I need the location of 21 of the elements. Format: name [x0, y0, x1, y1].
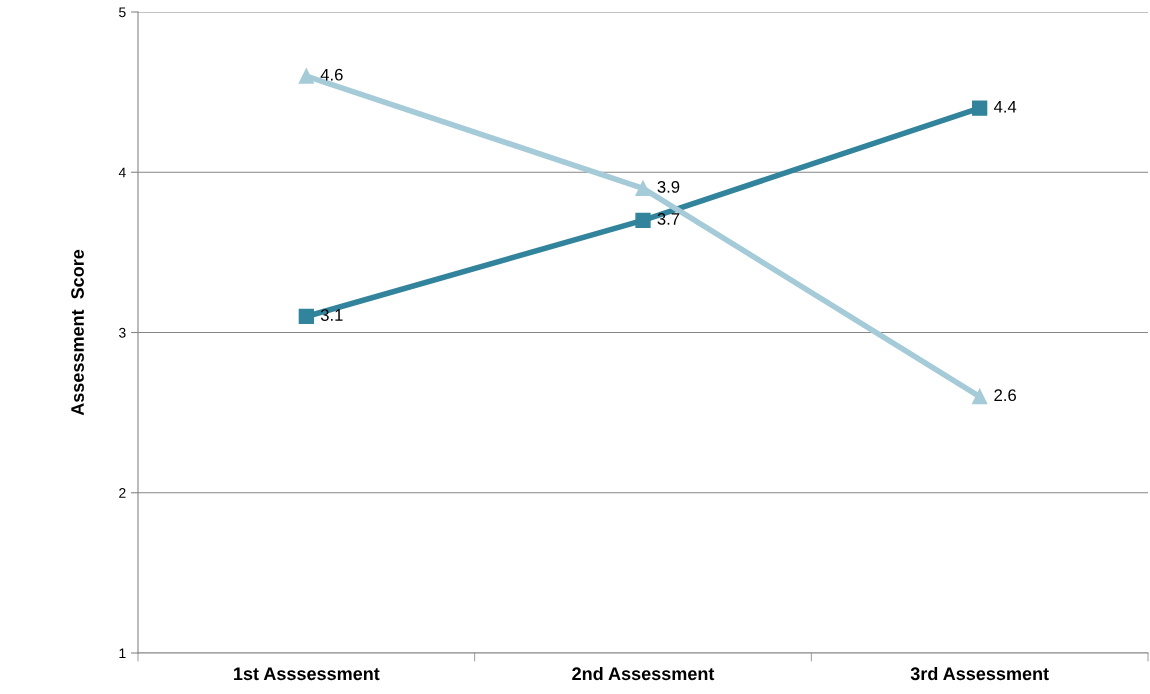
point	[972, 388, 988, 405]
data-label: 3.9	[657, 180, 680, 193]
point	[298, 68, 314, 84]
data-label: 4.4	[993, 100, 1017, 113]
y-tick-label: 2	[119, 488, 126, 498]
y-tick-label: 4	[118, 167, 126, 178]
y-tick-label: 3	[119, 327, 126, 338]
data-label: 3.1	[320, 309, 343, 321]
y-tick-label: 5	[119, 7, 126, 18]
data-label: 4.6	[320, 68, 343, 81]
x-tick-label: 1st Asssessment	[234, 667, 380, 681]
point	[972, 100, 988, 116]
point	[635, 180, 651, 196]
data-label: 2.6	[994, 389, 1016, 402]
y-tick-label: 1	[119, 648, 126, 659]
point	[298, 308, 314, 325]
point	[635, 212, 651, 228]
data-label: 3.7	[657, 213, 680, 225]
x-tick-label: 3rd Assessment	[910, 666, 1049, 681]
x-tick-label: 2nd Assessment	[572, 666, 715, 681]
y-axis-title: Assessment Score	[71, 249, 84, 416]
